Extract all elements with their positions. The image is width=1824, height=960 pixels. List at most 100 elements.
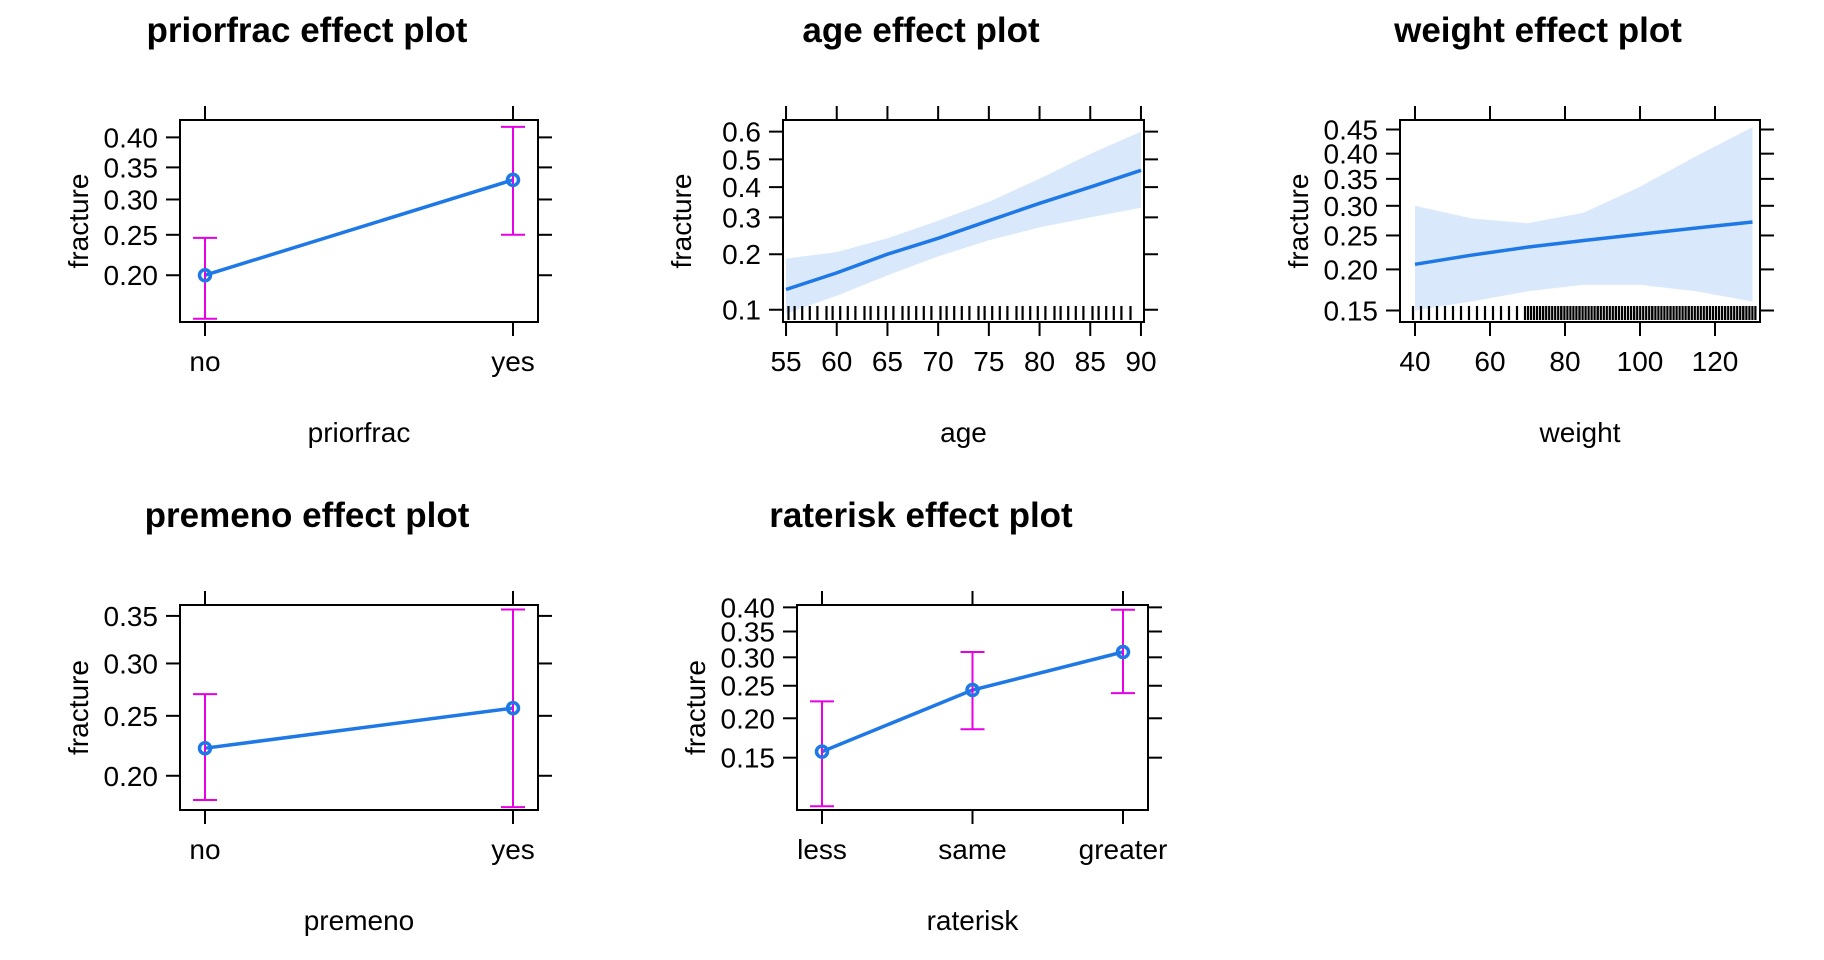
x-axis: 55 60 65 70 75 80 85 90 xyxy=(770,106,1157,377)
effect-line xyxy=(204,178,514,277)
y-tick-label: 0.35 xyxy=(1324,164,1379,195)
y-tick-label: 0.2 xyxy=(722,239,761,270)
plot-frame xyxy=(1399,119,1761,323)
y-tick-label: 0.25 xyxy=(721,671,776,702)
y-axis: 0.15 0.200.250.300.350.400.45 xyxy=(1324,115,1774,327)
x-tick-label: 85 xyxy=(1075,346,1106,377)
x-axis: 40 60 80 100 120 xyxy=(1399,106,1738,377)
x-axis-label: premeno xyxy=(304,905,415,936)
x-tick-label: greater xyxy=(1079,834,1168,865)
y-tick-label: 0.20 xyxy=(104,260,159,291)
x-tick-label: 40 xyxy=(1399,346,1430,377)
x-tick-label: no xyxy=(189,834,220,865)
x-tick-label: 65 xyxy=(872,346,903,377)
data-point xyxy=(1115,644,1131,660)
y-axis-label: fracture xyxy=(680,660,711,755)
panel-3: weight effect plot weight fracture 0.15 0.20… xyxy=(1283,11,1774,448)
y-tick-label: 0.35 xyxy=(104,152,159,183)
panel-title: raterisk effect plot xyxy=(769,496,1073,535)
y-tick-label: 0.30 xyxy=(104,648,159,679)
confidence-band xyxy=(786,131,1141,314)
error-bar xyxy=(193,693,217,802)
x-tick-label: yes xyxy=(491,346,535,377)
y-tick-label: 0.40 xyxy=(1324,139,1379,170)
x-tick-label: 60 xyxy=(1474,346,1505,377)
y-tick-label: 0.35 xyxy=(104,601,159,632)
panel-title: priorfrac effect plot xyxy=(147,11,468,50)
x-axis-label: priorfrac xyxy=(308,417,411,448)
panel-title: premeno effect plot xyxy=(145,496,470,535)
effect-line xyxy=(785,168,1142,292)
x-axis: no yes xyxy=(189,106,535,377)
x-axis-label: raterisk xyxy=(927,905,1020,936)
y-tick-label: 0.5 xyxy=(722,144,761,175)
y-tick-label: 0.20 xyxy=(721,703,776,734)
y-axis-label: fracture xyxy=(63,660,94,755)
y-axis: 0.1 0.2 0.30.40.50.6 xyxy=(722,117,1158,326)
x-tick-label: no xyxy=(189,346,220,377)
data-point xyxy=(505,172,521,188)
effect-line xyxy=(1414,220,1753,267)
y-tick-label: 0.15 xyxy=(1324,296,1379,327)
panel-4: premeno effect plot premeno fracture 0.20 0.… xyxy=(63,496,552,936)
x-axis: less same greater xyxy=(797,591,1167,865)
y-axis: 0.20 0.25 0.30 0.35 xyxy=(104,601,552,792)
plot-frame xyxy=(782,119,1145,323)
data-point xyxy=(965,682,980,698)
x-tick-label: same xyxy=(938,834,1006,865)
x-tick-label: 90 xyxy=(1125,346,1156,377)
error-bar xyxy=(1111,608,1135,695)
y-tick-label: 0.40 xyxy=(104,122,159,153)
x-tick-label: 80 xyxy=(1549,346,1580,377)
panel-2: age effect plot age fracture 0.1 0.2 0.30.40.… xyxy=(666,11,1158,448)
y-tick-label: 0.25 xyxy=(1324,220,1379,251)
y-axis-label: fracture xyxy=(63,174,94,269)
data-point xyxy=(814,744,830,759)
data-point xyxy=(197,740,213,756)
panel-5: raterisk effect plot raterisk fracture 0.15… xyxy=(680,496,1167,936)
panel-title: weight effect plot xyxy=(1393,11,1682,50)
panel-1: priorfrac effect plot priorfrac fracture 0.… xyxy=(63,11,552,448)
y-tick-label: 0.45 xyxy=(1324,115,1379,146)
x-tick-label: 100 xyxy=(1617,346,1664,377)
y-tick-label: 0.20 xyxy=(1324,254,1379,285)
y-tick-label: 0.15 xyxy=(721,743,776,774)
y-axis-label: fracture xyxy=(1283,174,1314,269)
y-axis-label: fracture xyxy=(666,174,697,269)
rug xyxy=(1411,306,1757,320)
error-bar xyxy=(960,650,985,731)
x-axis-label: age xyxy=(940,417,987,448)
plot-frame xyxy=(179,604,539,811)
error-bar xyxy=(501,125,525,236)
plot-frame xyxy=(179,119,539,323)
effect-line xyxy=(204,706,514,750)
y-axis: 0.15 0.200.250.300.350.40 xyxy=(721,592,1162,774)
x-tick-label: 80 xyxy=(1024,346,1055,377)
y-tick-label: 0.25 xyxy=(104,220,159,251)
y-axis: 0.20 0.25 0.300.350.40 xyxy=(104,122,552,291)
data-point xyxy=(505,700,521,716)
x-tick-label: 120 xyxy=(1692,346,1739,377)
y-tick-label: 0.30 xyxy=(104,184,159,215)
data-point xyxy=(197,267,213,283)
y-tick-label: 0.30 xyxy=(1324,191,1379,222)
x-tick-label: 75 xyxy=(973,346,1004,377)
x-axis: no yes xyxy=(189,591,535,865)
error-bar xyxy=(193,236,217,320)
x-tick-label: less xyxy=(797,834,847,865)
y-tick-label: 0.3 xyxy=(722,202,761,233)
y-tick-label: 0.30 xyxy=(721,642,776,673)
y-tick-label: 0.1 xyxy=(722,295,761,326)
y-tick-label: 0.4 xyxy=(722,172,761,203)
y-tick-label: 0.20 xyxy=(104,761,159,792)
x-tick-label: yes xyxy=(491,834,535,865)
panel-title: age effect plot xyxy=(802,11,1040,50)
x-axis-label: weight xyxy=(1539,417,1621,448)
rug xyxy=(787,306,1132,320)
y-tick-label: 0.40 xyxy=(721,592,776,623)
confidence-band xyxy=(1415,127,1753,311)
x-tick-label: 70 xyxy=(923,346,954,377)
x-tick-label: 55 xyxy=(770,346,801,377)
error-bar xyxy=(810,700,834,808)
